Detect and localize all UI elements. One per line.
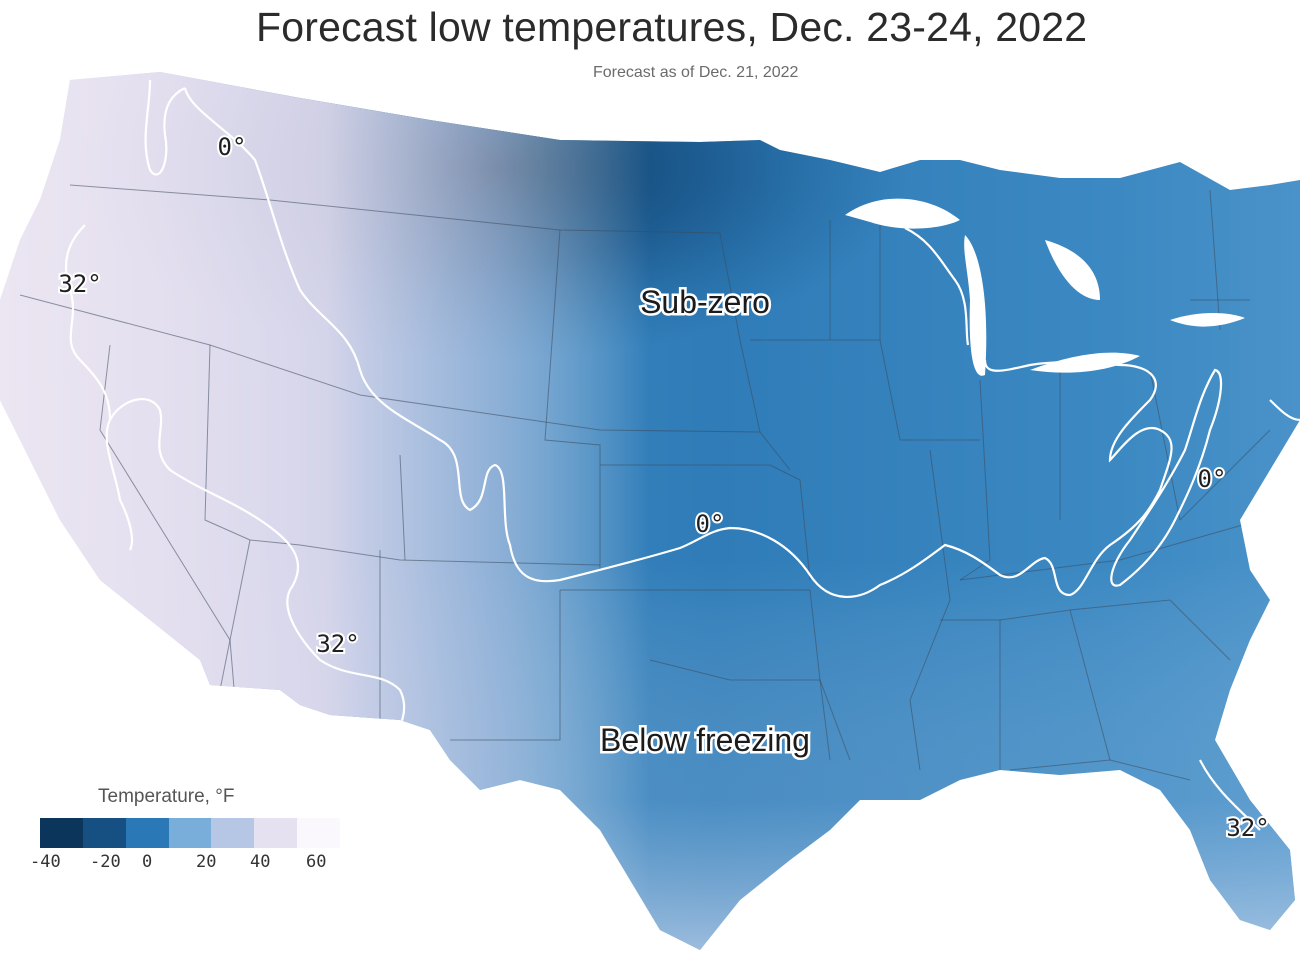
contour-label-32-west: 32° xyxy=(58,270,101,298)
region-label-below-freezing: Below freezing xyxy=(600,722,810,758)
contour-label-zero-east: 0° xyxy=(1198,465,1227,493)
legend-swatch xyxy=(297,818,341,848)
legend-title: Temperature, °F xyxy=(98,786,235,807)
legend-tick-label: -20 xyxy=(90,852,121,872)
legend-tick-label: 60 xyxy=(306,852,327,872)
legend-swatch xyxy=(125,818,169,848)
legend-swatch xyxy=(254,818,298,848)
legend-tick-label: 0 xyxy=(142,852,153,872)
contour-label-32-fl: 32° xyxy=(1226,814,1269,842)
legend-swatch xyxy=(40,818,83,848)
great-lakes xyxy=(845,198,1245,376)
contour-label-zero-center: 0° xyxy=(696,510,725,538)
legend-tick-label: -40 xyxy=(30,852,61,872)
page-subtitle: Forecast as of Dec. 21, 2022 xyxy=(593,64,799,81)
contour-lines xyxy=(65,79,1300,831)
thirtytwo-contour-east xyxy=(1269,399,1300,422)
legend-swatch xyxy=(82,818,126,848)
contour-label-32-sw: 32° xyxy=(316,630,359,658)
zero-degree-contour-east-loop xyxy=(1110,368,1223,587)
region-label-sub-zero: Sub-zero xyxy=(640,284,770,320)
thirtytwo-contour-west xyxy=(65,224,112,421)
legend-color-bar xyxy=(40,818,341,848)
contour-label-zero-nw: 0° xyxy=(218,133,247,161)
zero-degree-contour-nw-loop xyxy=(144,79,186,176)
zero-degree-contour-ne xyxy=(904,227,970,346)
legend-swatch xyxy=(211,818,255,848)
legend-ticks: -40 -20 0 20 40 60 xyxy=(30,852,360,876)
legend-swatch xyxy=(168,818,212,848)
page-title: Forecast low temperatures, Dec. 23-24, 2… xyxy=(256,4,1088,50)
thirtytwo-contour-inner xyxy=(105,419,134,551)
thirtytwo-contour-fl xyxy=(1199,759,1261,831)
zero-degree-contour-main xyxy=(183,87,1173,598)
thirtytwo-contour-sw xyxy=(109,398,406,741)
region-labels: Sub-zero Below freezing xyxy=(598,282,813,761)
legend-tick-label: 20 xyxy=(196,852,217,872)
legend-tick-label: 40 xyxy=(250,852,271,872)
contour-labels: 0° 0° 0° 32° 32° 32° xyxy=(56,131,1271,844)
